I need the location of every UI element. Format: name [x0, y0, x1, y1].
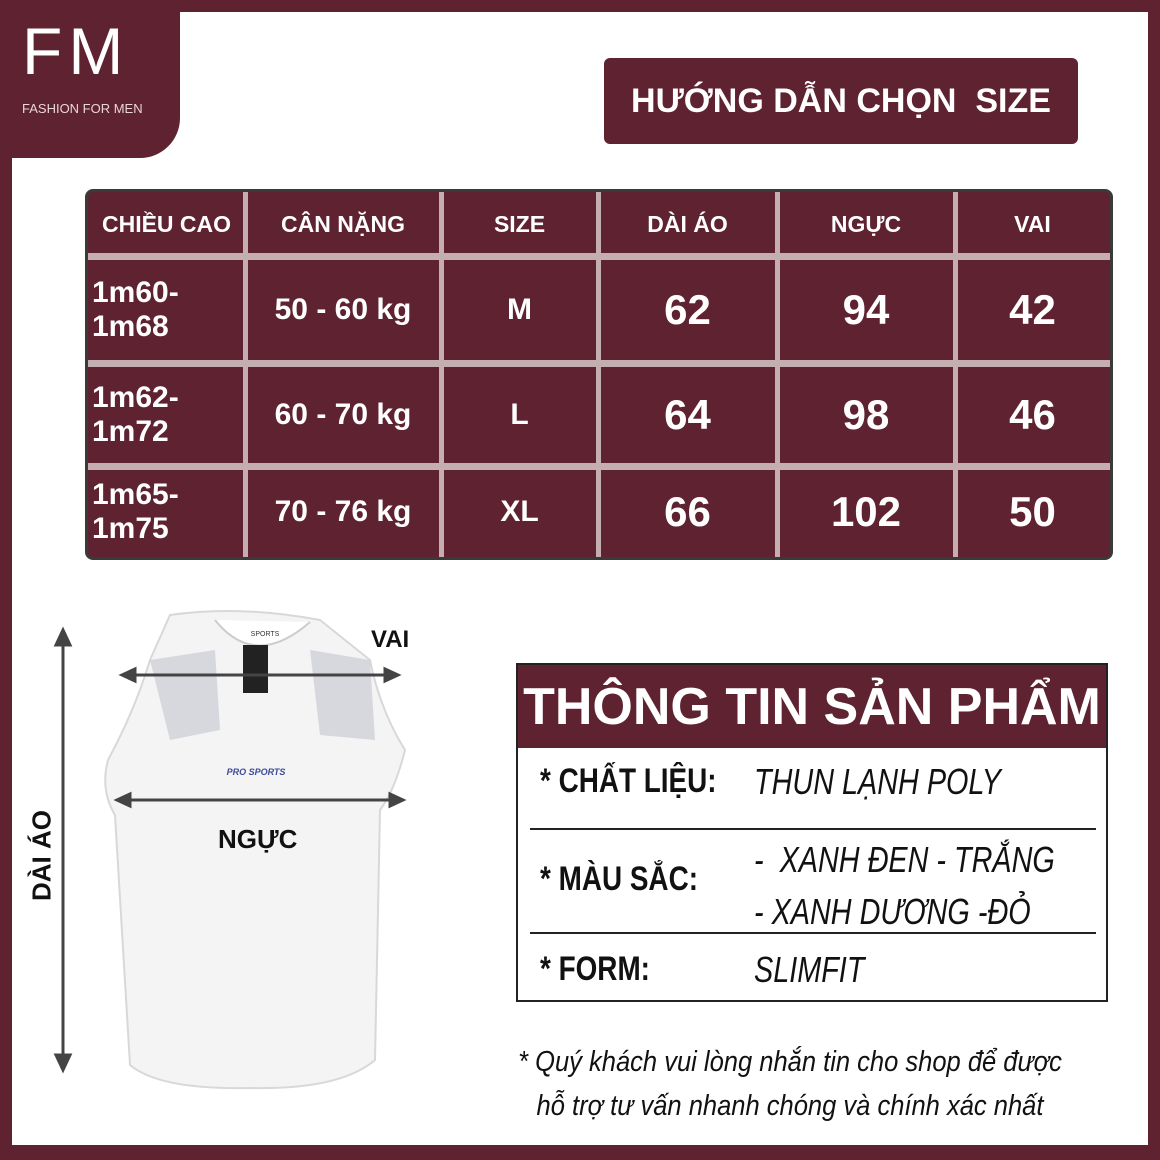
table-header: DÀI ÁO — [647, 210, 728, 237]
table-cell: 94 — [842, 285, 890, 333]
color-value-1: - XANH ĐEN - TRẮNG — [754, 839, 1055, 880]
note-line-2: hỗ trợ tư vấn nhanh chóng và chính xác n… — [536, 1090, 1044, 1122]
product-info-title: THÔNG TIN SẢN PHẨM — [518, 665, 1106, 748]
form-value: SLIMFIT — [754, 949, 865, 990]
table-header: VAI — [1014, 210, 1051, 237]
material-value: THUN LẠNH POLY — [754, 761, 1002, 802]
column-divider — [243, 192, 248, 557]
shirt-print: PRO SPORTS — [227, 767, 286, 777]
shirt-hangtag — [243, 645, 268, 693]
page-title: HƯỚNG DẪN CHỌN SIZE — [604, 58, 1078, 144]
row-divider — [88, 360, 1110, 367]
table-cell: 1m60-1m68 — [92, 275, 179, 343]
shirt-tag: SPORTS — [251, 631, 280, 638]
shirt-diagram: PRO SPORTS SPORTS — [53, 610, 407, 1090]
logo-mark: FM — [22, 14, 130, 88]
table-cell: 64 — [664, 390, 711, 438]
color-value-2: - XANH DƯƠNG -ĐỎ — [754, 891, 1031, 932]
row-divider — [88, 463, 1110, 470]
table-header: NGỰC — [830, 210, 902, 237]
mesh-panel-right — [310, 650, 375, 740]
table-cell: 46 — [1009, 390, 1056, 438]
shoulder-arrow — [118, 666, 402, 684]
table-cell: 70 - 76 kg — [274, 494, 412, 528]
shoulder-label: VAI — [371, 626, 410, 653]
table-cell: L — [510, 397, 529, 431]
mesh-panel-left — [150, 650, 220, 740]
chest-label: NGỰC — [218, 824, 298, 854]
column-divider — [775, 192, 780, 557]
table-cell: 50 - 60 kg — [274, 292, 412, 326]
table-cell: M — [507, 292, 532, 326]
note-line-1: * Quý khách vui lòng nhắn tin cho shop đ… — [518, 1046, 1062, 1078]
column-divider — [439, 192, 444, 557]
table-cell: 50 — [1009, 487, 1056, 535]
chest-arrow — [113, 791, 407, 809]
table-header: CHIỀU CAO — [101, 210, 232, 237]
table-cell: 98 — [842, 390, 890, 438]
table-cell: 102 — [830, 487, 902, 535]
logo: FM FASHION FOR MEN — [0, 0, 180, 158]
size-table: CHIỀU CAO CÂN NẶNG SIZE DÀI ÁO NGỰC VAI 1m60-1… — [85, 189, 1113, 560]
column-divider — [953, 192, 958, 557]
table-cell: 1m65- 1m75 — [92, 477, 179, 545]
table-cell: XL — [500, 494, 539, 528]
table-cell: 42 — [1009, 285, 1056, 333]
logo-tagline: FASHION FOR MEN — [22, 101, 143, 116]
material-label: * CHẤT LIỆU: — [540, 762, 717, 800]
color-label: * MÀU SẮC: — [540, 860, 698, 898]
length-arrow — [53, 626, 73, 1074]
divider — [530, 828, 1096, 830]
table-cell: 62 — [664, 285, 711, 333]
table-cell: 60 - 70 kg — [274, 397, 412, 431]
table-cell: 66 — [664, 487, 711, 535]
row-divider — [88, 253, 1110, 260]
divider — [530, 932, 1096, 934]
table-cell: 1m62- 1m72 — [92, 380, 179, 448]
form-label: * FORM: — [540, 950, 650, 988]
table-header: CÂN NẶNG — [281, 210, 405, 237]
product-info-box: THÔNG TIN SẢN PHẨM * CHẤT LIỆU: THUN LẠN… — [516, 663, 1108, 1002]
column-divider — [596, 192, 601, 557]
table-header: SIZE — [493, 210, 546, 237]
length-label: DÀI ÁO — [26, 810, 57, 901]
